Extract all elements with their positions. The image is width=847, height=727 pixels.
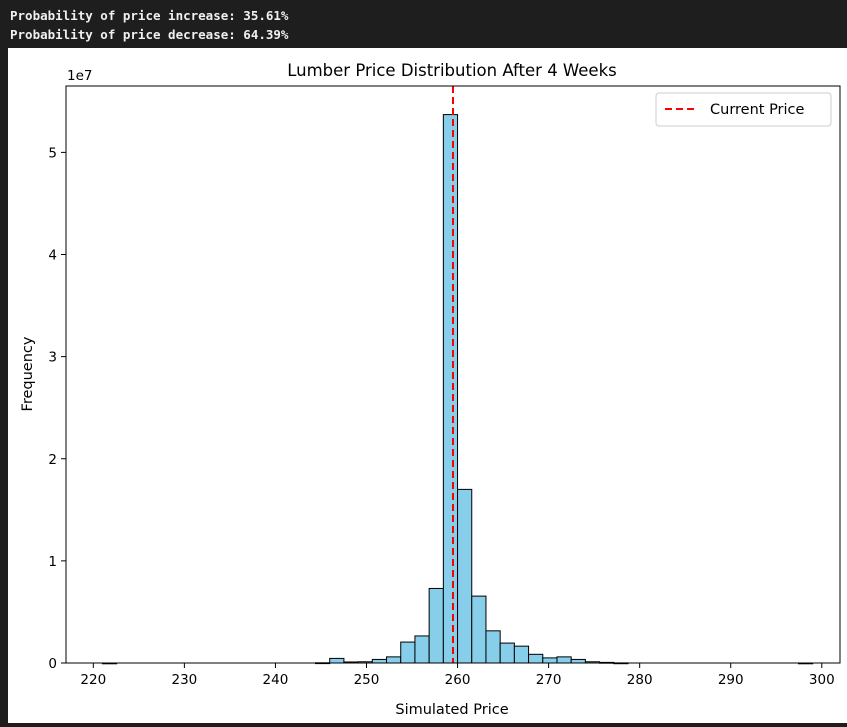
histogram-bar <box>570 658 586 664</box>
x-tick-label: 270 <box>536 672 562 688</box>
histogram-bar <box>528 653 544 664</box>
x-tick-label: 250 <box>354 672 380 688</box>
histogram-bars <box>101 114 814 665</box>
console-output: Probability of price increase: 35.61% Pr… <box>0 0 847 46</box>
x-tick-label: 280 <box>627 672 653 688</box>
histogram-bar <box>386 656 402 664</box>
histogram-bar <box>442 114 459 664</box>
chart-title: Lumber Price Distribution After 4 Weeks <box>287 61 617 80</box>
x-tick-label: 300 <box>809 672 835 688</box>
histogram-bar <box>485 630 501 664</box>
histogram-bar <box>371 658 388 664</box>
console-line-decrease: Probability of price decrease: 64.39% <box>10 27 289 42</box>
histogram-bar <box>414 635 430 664</box>
x-tick-label: 240 <box>263 672 289 688</box>
x-tick-label: 290 <box>718 672 744 688</box>
histogram-bar <box>471 595 487 664</box>
histogram-bar <box>499 642 515 664</box>
x-tick-label: 260 <box>445 672 471 688</box>
histogram-bar <box>329 657 345 664</box>
x-axis-ticks: 220 230 240 250 260 270 280 290 300 <box>80 663 835 688</box>
y-tick-label: 2 <box>48 452 57 468</box>
histogram-bar <box>513 645 530 664</box>
x-tick-label: 220 <box>80 672 106 688</box>
y-tick-label: 0 <box>48 656 57 672</box>
histogram-chart: Lumber Price Distribution After 4 Weeks … <box>20 61 841 718</box>
y-tick-label: 3 <box>48 350 57 366</box>
y-axis-label: Frequency <box>20 336 36 411</box>
y-tick-label: 4 <box>48 248 57 264</box>
plot-frame <box>65 85 841 664</box>
histogram-bar <box>400 641 416 664</box>
legend-label: Current Price <box>710 102 805 118</box>
y-axis-ticks: 0 1 2 3 4 5 <box>48 145 66 672</box>
y-tick-label: 5 <box>48 145 57 161</box>
x-axis-label: Simulated Price <box>395 702 508 718</box>
histogram-bar <box>428 587 444 664</box>
y-tick-label: 1 <box>48 554 57 570</box>
console-line-increase: Probability of price increase: 35.61% <box>10 8 289 23</box>
histogram-bar <box>556 656 572 664</box>
legend-box <box>655 92 832 127</box>
legend: Current Price <box>655 92 832 127</box>
histogram-bar <box>542 657 558 664</box>
histogram-bar <box>457 488 473 664</box>
x-tick-label: 230 <box>171 672 197 688</box>
plot-panel: Lumber Price Distribution After 4 Weeks … <box>8 48 847 723</box>
y-scale-label: 1e7 <box>67 68 92 84</box>
